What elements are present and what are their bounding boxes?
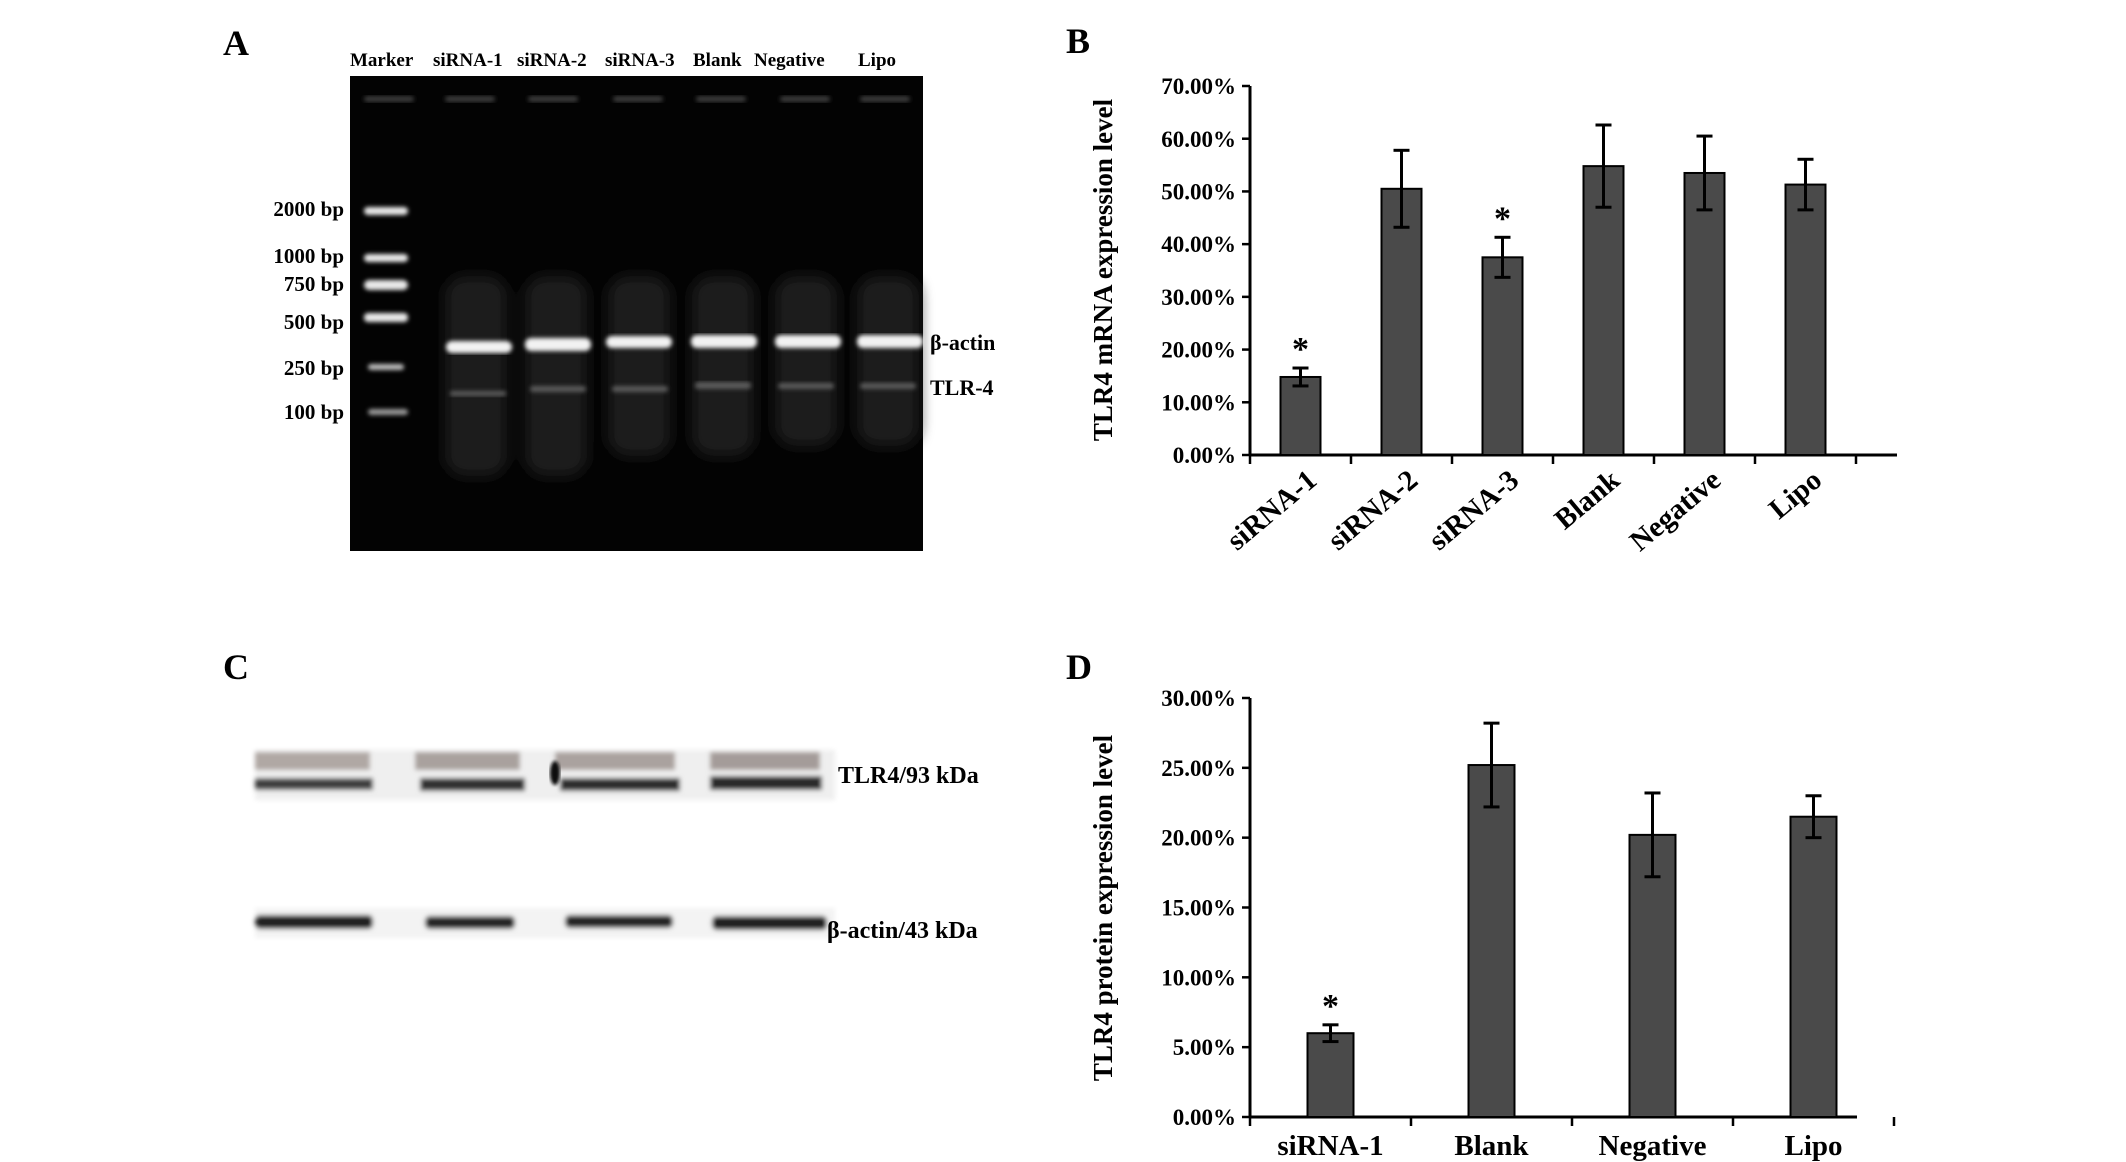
- significance-marker: *: [1494, 200, 1511, 237]
- y-axis-title: TLR4 mRNA expression level: [1088, 98, 1118, 441]
- marker-size-label: 250 bp: [283, 356, 344, 380]
- y-tick-label: 30.00%: [1161, 686, 1236, 711]
- gel-lane-label: siRNA-1: [433, 50, 503, 71]
- y-tick-label: 60.00%: [1161, 127, 1236, 152]
- x-tick-label: siRNA-1: [1277, 1130, 1383, 1162]
- x-tick-label: Lipo: [1784, 1130, 1842, 1162]
- marker-size-label: 100 bp: [283, 400, 344, 424]
- western-band-label: TLR4/93 kDa: [838, 763, 979, 789]
- bar: [1789, 815, 1838, 1118]
- y-tick-label: 10.00%: [1161, 965, 1236, 990]
- panel-letter-d: D: [1066, 647, 1092, 687]
- gel-lane-label: Blank: [693, 50, 742, 71]
- western-band-label: β-actin/43 kDa: [827, 918, 978, 944]
- bar: [1481, 256, 1524, 457]
- y-tick-label: 50.00%: [1161, 179, 1236, 204]
- y-tick-label: 40.00%: [1161, 232, 1236, 257]
- y-tick-label: 30.00%: [1161, 285, 1236, 310]
- y-tick-label: 20.00%: [1161, 338, 1236, 363]
- bar: [1683, 171, 1726, 456]
- bar: [1279, 375, 1322, 456]
- gel-bands: [364, 96, 923, 476]
- marker-size-label: 1000 bp: [273, 244, 344, 268]
- gel-lane-label: Marker: [350, 50, 414, 71]
- gel-lane-label: Negative: [754, 50, 825, 71]
- gel-band-label: β-actin: [930, 330, 996, 355]
- bar: [1467, 764, 1516, 1118]
- panel-letter-a: A: [223, 23, 249, 63]
- y-tick-label: 20.00%: [1161, 826, 1236, 851]
- gel-band-label: TLR-4: [930, 375, 994, 400]
- gel-lane-label: siRNA-3: [605, 50, 675, 71]
- bar: [1582, 165, 1625, 457]
- panel-letter-c: C: [223, 647, 249, 687]
- gel-lane-label: siRNA-2: [517, 50, 587, 71]
- gel-image: [350, 76, 923, 551]
- significance-marker: *: [1292, 331, 1309, 368]
- marker-size-label: 500 bp: [283, 310, 344, 334]
- y-axis-title: TLR4 protein expression level: [1088, 734, 1118, 1081]
- y-tick-label: 25.00%: [1161, 756, 1236, 781]
- y-tick-label: 70.00%: [1161, 74, 1236, 99]
- gel-lane-label: Lipo: [858, 50, 897, 71]
- significance-marker: *: [1322, 988, 1339, 1025]
- y-tick-label: 15.00%: [1161, 896, 1236, 921]
- y-tick-label: 10.00%: [1161, 390, 1236, 415]
- marker-size-label: 750 bp: [283, 272, 344, 296]
- western-blot-image: [255, 750, 835, 938]
- y-tick-label: 0.00%: [1173, 1105, 1236, 1130]
- y-tick-label: 5.00%: [1173, 1035, 1236, 1060]
- x-tick-label: Blank: [1454, 1130, 1529, 1162]
- x-tick-label: Negative: [1599, 1130, 1707, 1162]
- panel-letter-b: B: [1066, 21, 1091, 61]
- y-tick-label: 0.00%: [1173, 443, 1236, 468]
- marker-size-label: 2000 bp: [273, 197, 344, 221]
- bar: [1306, 1032, 1355, 1118]
- bar: [1380, 187, 1423, 457]
